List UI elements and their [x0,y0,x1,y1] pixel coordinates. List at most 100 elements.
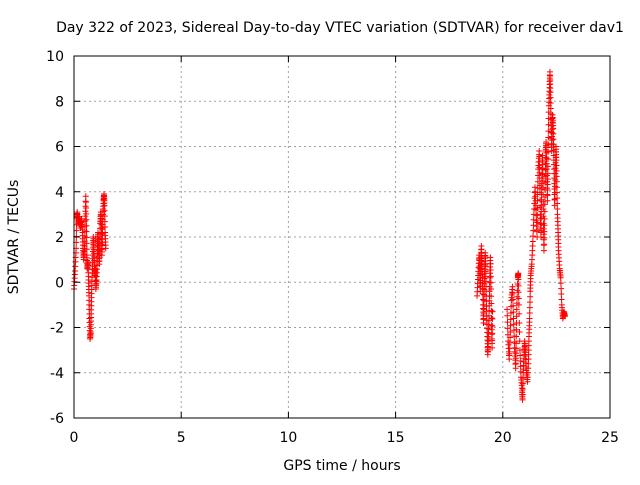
data-point-plus [540,213,547,220]
data-point-plus [550,136,557,143]
data-point-plus [510,315,517,322]
data-point-plus [534,226,541,233]
data-point-plus [544,176,551,183]
data-point-plus [489,344,496,351]
data-point-plus [542,167,549,174]
data-point-plus [557,274,564,281]
x-tick-label: 20 [494,430,512,446]
data-point-plus [543,160,550,167]
data-point-plus [554,205,561,212]
data-point-plus [83,240,90,247]
data-point-plus [544,192,551,199]
chart-title: Day 322 of 2023, Sidereal Day-to-day VTE… [56,20,624,36]
data-point-plus [513,326,520,333]
data-point-plus [516,347,523,354]
x-tick-label: 0 [70,430,79,446]
x-tick-label: 15 [387,430,405,446]
data-point-plus [534,219,541,226]
data-point-plus [515,301,522,308]
data-point-plus [552,159,559,166]
data-point-plus [527,293,534,300]
data-point-plus [513,306,520,313]
data-point-plus [488,286,495,293]
data-point-plus [509,296,516,303]
data-point-plus [530,222,537,229]
data-point-plus [530,216,537,223]
y-tick-label: 0 [55,275,64,291]
data-point-plus [506,350,513,357]
data-point-plus [487,267,494,274]
data-point-plus [554,200,561,207]
data-point-plus [510,321,517,328]
data-point-plus [487,260,494,267]
data-point-plus [537,234,544,240]
data-point-plus [534,197,541,204]
data-point-plus [83,234,90,241]
data-point-plus [83,246,90,253]
data-point-plus [519,380,526,387]
data-point-plus [541,215,548,222]
data-point-plus [83,210,90,217]
data-point-plus [536,153,543,160]
data-point-plus [515,289,522,296]
data-point-plus [101,213,108,220]
data-point-plus [516,329,523,336]
y-tick-label: 10 [46,49,64,65]
data-point-plus [541,222,548,229]
x-tick-label: 25 [601,430,619,446]
data-point-plus [487,254,494,261]
data-point-plus [553,167,560,174]
data-point-plus [101,207,108,214]
data-point-plus [82,199,89,206]
data-point-plus [489,337,496,344]
data-point-plus [506,356,513,363]
data-point-plus [83,222,90,229]
data-point-plus [552,165,559,172]
data-point-plus [519,396,526,403]
data-point-plus [538,180,545,187]
data-point-plus [83,216,90,223]
y-tick-label: -6 [50,411,64,427]
data-point-plus [504,325,511,332]
data-point-plus [545,128,552,135]
data-point-plus [534,212,541,219]
data-point-plus [519,391,526,398]
data-point-plus [553,189,560,196]
data-point-plus [534,178,541,185]
data-point-plus [541,234,548,241]
y-tick-label: 4 [55,185,64,201]
data-point-plus [533,223,540,230]
data-point-plus [488,300,495,307]
data-point-plus [541,208,548,215]
data-point-plus [550,130,557,137]
data-point-plus [517,357,524,364]
data-point-plus [552,170,559,177]
data-point-plus [507,316,514,323]
data-point-plus [526,310,533,317]
data-point-plus [513,333,520,340]
data-point-plus [530,233,537,240]
data-point-plus [102,245,109,252]
data-point-plus [543,166,550,173]
data-point-plus [507,322,514,329]
data-point-plus [488,314,495,321]
data-point-plus [101,224,108,231]
data-point-plus [561,313,568,320]
data-point-plus [82,193,89,200]
data-point-plus [545,121,552,128]
data-point-plus [504,319,511,326]
data-point-plus [489,315,496,322]
data-point-plus [101,218,108,225]
data-point-plus [545,134,552,141]
data-point-plus [489,323,496,330]
y-tick-label: 8 [55,94,64,110]
data-point-plus [526,299,533,306]
y-tick-label: -4 [50,366,64,382]
data-point-plus [517,352,524,359]
data-point-plus [558,285,565,292]
data-point-plus [557,280,564,287]
data-point-plus [544,170,551,177]
data-point-plus [479,296,486,303]
data-point-plus [488,293,495,300]
data-point-plus [98,224,105,231]
